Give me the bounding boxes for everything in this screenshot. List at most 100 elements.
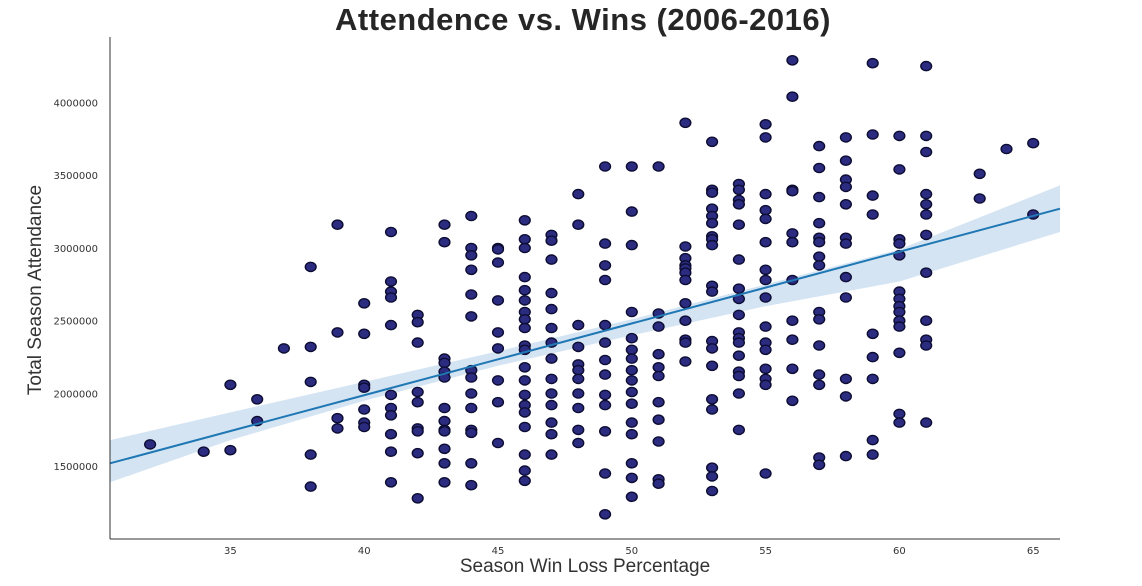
data-point <box>465 311 478 322</box>
y-tick-label: 3500000 <box>53 171 98 182</box>
data-point <box>304 449 317 460</box>
data-point <box>197 446 210 458</box>
data-point <box>438 357 451 369</box>
data-point <box>732 184 746 196</box>
data-point <box>304 376 317 388</box>
data-point <box>866 190 879 201</box>
data-point <box>358 421 371 433</box>
data-point <box>839 292 853 303</box>
data-point <box>893 408 906 420</box>
data-point <box>545 235 558 246</box>
x-tick-labels: 35 40 45 50 55 60 65 <box>224 546 1040 557</box>
data-point <box>545 449 558 460</box>
data-point <box>893 238 906 249</box>
data-point <box>786 228 799 239</box>
data-point <box>411 386 424 398</box>
data-point <box>839 373 853 385</box>
x-tick-label: 40 <box>358 546 371 557</box>
data-point <box>652 161 665 172</box>
data-point <box>625 428 638 440</box>
data-point <box>920 340 933 351</box>
data-point <box>411 396 424 408</box>
data-point <box>866 449 879 460</box>
data-point <box>572 364 585 376</box>
data-points-layer <box>144 55 1040 520</box>
data-point <box>705 136 719 148</box>
data-point <box>491 343 505 354</box>
data-point <box>491 437 505 449</box>
data-point <box>598 508 612 520</box>
data-point <box>759 204 772 216</box>
data-point <box>759 379 772 391</box>
data-point <box>545 353 558 364</box>
data-point <box>705 187 719 198</box>
data-point <box>813 340 826 351</box>
data-point <box>545 417 558 428</box>
data-point <box>679 356 692 367</box>
data-point <box>732 198 746 210</box>
data-point <box>598 399 612 411</box>
data-point <box>518 407 531 418</box>
data-point <box>625 161 638 172</box>
data-point <box>866 351 879 363</box>
data-point <box>438 443 451 455</box>
data-point <box>705 343 719 354</box>
data-point <box>866 373 879 385</box>
data-point <box>866 57 879 69</box>
data-point <box>358 382 371 394</box>
data-point <box>438 236 451 248</box>
x-tick-label: 55 <box>759 546 772 557</box>
data-point <box>652 396 665 408</box>
data-point <box>598 425 612 437</box>
data-point <box>518 361 531 373</box>
data-point <box>786 363 799 375</box>
y-tick-label: 3000000 <box>53 244 98 255</box>
data-point <box>920 209 933 220</box>
data-point <box>598 161 612 172</box>
data-point <box>572 424 585 436</box>
data-point <box>545 287 558 299</box>
data-point <box>598 337 612 348</box>
x-tick-label: 35 <box>224 546 237 557</box>
data-point <box>384 428 398 440</box>
data-point <box>920 60 933 72</box>
data-point <box>598 389 612 401</box>
data-point <box>786 236 799 248</box>
data-point <box>705 360 719 372</box>
data-point <box>465 427 478 439</box>
data-point <box>572 437 585 449</box>
data-point <box>759 188 772 200</box>
data-point <box>652 370 665 382</box>
data-point <box>384 319 398 331</box>
data-point <box>625 398 638 410</box>
data-point <box>705 239 719 251</box>
data-point <box>813 313 826 325</box>
data-point <box>598 274 612 286</box>
data-point <box>518 375 531 386</box>
data-point <box>518 389 531 401</box>
data-point <box>572 373 585 385</box>
data-point <box>973 193 986 204</box>
chart-title: Attendence vs. Wins (2006-2016) <box>335 2 831 37</box>
data-point <box>411 337 424 348</box>
data-point <box>572 402 585 414</box>
data-point <box>679 274 692 286</box>
data-point <box>839 238 853 249</box>
data-point <box>1027 137 1040 149</box>
data-point <box>572 388 585 399</box>
data-point <box>491 257 505 268</box>
data-point <box>813 260 826 271</box>
data-point <box>813 236 826 248</box>
data-point <box>358 328 371 340</box>
data-point <box>920 315 933 327</box>
data-point <box>839 271 853 283</box>
data-point <box>705 404 719 415</box>
data-point <box>893 306 906 318</box>
data-point <box>625 344 638 356</box>
data-point <box>518 313 531 325</box>
data-point <box>839 450 853 462</box>
data-point <box>518 233 531 245</box>
data-point <box>358 404 371 415</box>
data-point <box>813 162 826 174</box>
